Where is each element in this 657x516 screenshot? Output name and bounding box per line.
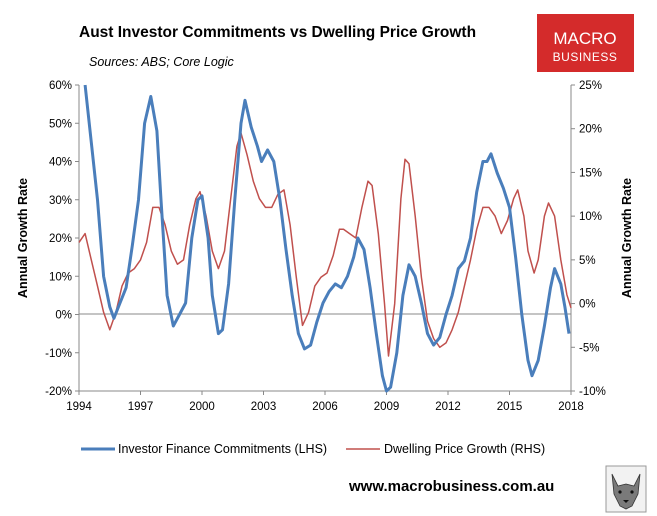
left-tick-label: -20% (45, 386, 72, 398)
legend-label-dwelling-price-growth: Dwelling Price Growth (RHS) (384, 442, 545, 456)
x-tick-label: 1997 (128, 401, 154, 413)
legend: Investor Finance Commitments (LHS) Dwell… (81, 442, 545, 456)
left-tick-label: 60% (49, 80, 72, 92)
right-axis-title: Annual Growth Rate (620, 178, 634, 298)
left-tick-label: 10% (49, 271, 72, 283)
x-tick-label: 2000 (189, 401, 215, 413)
left-tick-label: -10% (45, 348, 72, 360)
x-tick-label: 2018 (558, 401, 584, 413)
legend-label-investor-finance: Investor Finance Commitments (LHS) (118, 442, 327, 456)
left-tick-label: 40% (49, 157, 72, 169)
right-axis-ticks: -10% -5% 0% 5% 10% 15% 20% 25% (571, 80, 606, 398)
right-tick-label: 20% (579, 124, 602, 136)
series-line-investor-finance (83, 84, 571, 393)
x-tick-label: 2009 (374, 401, 400, 413)
left-tick-label: 0% (55, 310, 72, 322)
logo-background (537, 14, 634, 72)
left-tick-label: 30% (49, 195, 72, 207)
right-tick-label: 25% (579, 80, 602, 92)
x-axis-ticks: 1994 1997 2000 2003 2006 2009 2012 2015 2018 (66, 391, 584, 413)
left-tick-label: 50% (49, 118, 72, 130)
x-tick-label: 2012 (435, 401, 461, 413)
website-url: www.macrobusiness.com.au (348, 478, 554, 495)
left-tick-label: 20% (49, 233, 72, 245)
logo: MACRO BUSINESS (537, 14, 634, 72)
left-axis-ticks: -20% -10% 0% 10% 20% 30% 40% 50% 60% (45, 80, 79, 398)
logo-line2: BUSINESS (553, 50, 618, 64)
right-tick-label: 5% (579, 255, 596, 267)
series-line-dwelling-price-growth (78, 132, 572, 357)
right-tick-label: 10% (579, 211, 602, 223)
x-tick-label: 2006 (312, 401, 338, 413)
chart-subtitle: Sources: ABS; Core Logic (89, 55, 234, 69)
right-tick-label: -10% (579, 386, 606, 398)
x-tick-label: 2003 (251, 401, 277, 413)
logo-line1: MACRO (553, 29, 616, 48)
x-tick-label: 1994 (66, 401, 92, 413)
right-tick-label: -5% (579, 342, 599, 354)
wolf-head-icon (605, 465, 647, 513)
x-tick-label: 2015 (497, 401, 523, 413)
right-tick-label: 15% (579, 167, 602, 179)
right-tick-label: 0% (579, 299, 596, 311)
chart-title: Aust Investor Commitments vs Dwelling Pr… (79, 24, 476, 41)
left-axis-title: Annual Growth Rate (16, 178, 30, 298)
